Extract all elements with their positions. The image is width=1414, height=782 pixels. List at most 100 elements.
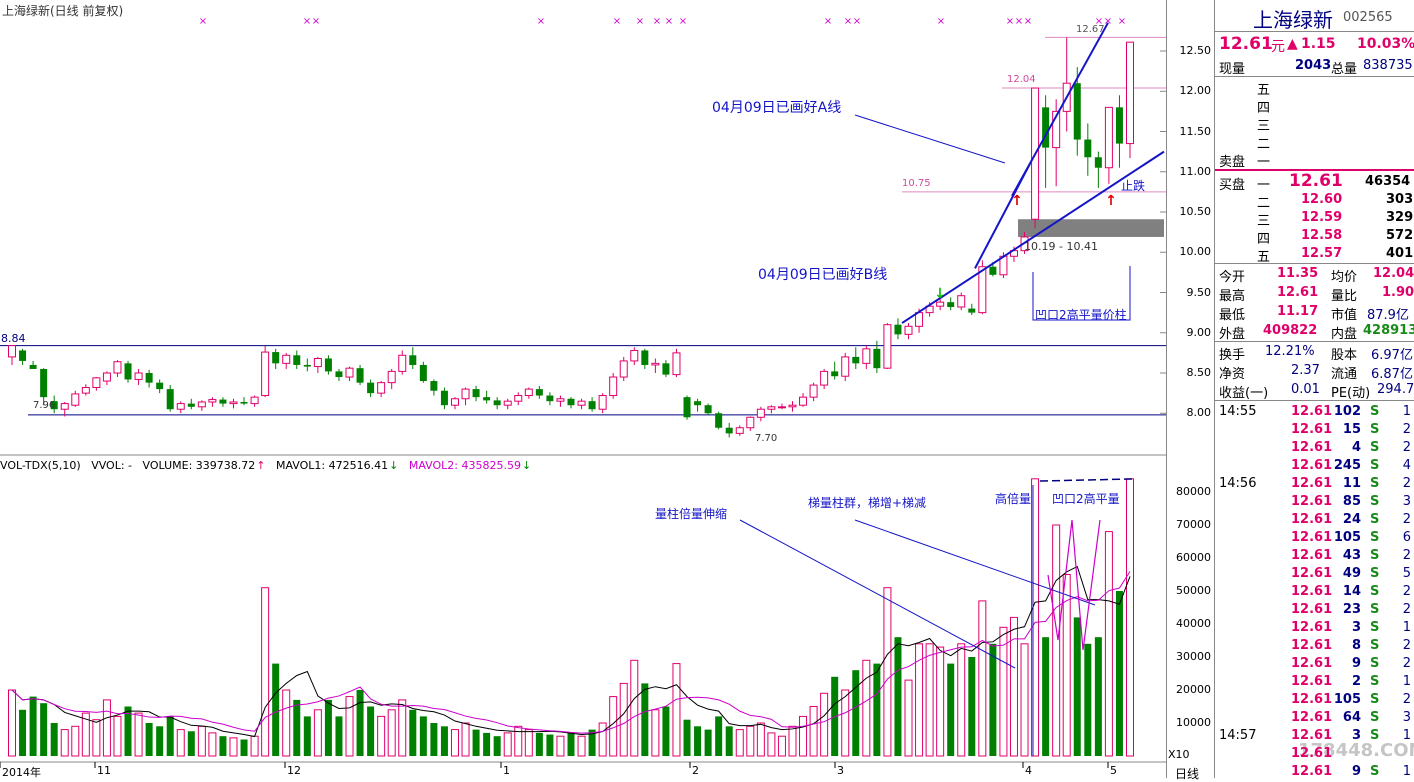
arrow-vol-stretch — [739, 519, 1016, 669]
tick-n: 2 — [1402, 476, 1411, 491]
date-axis-label: 11 — [97, 764, 111, 777]
volume-bar-down — [219, 736, 227, 756]
tick-row[interactable]: 12.61 3 S 1 — [1215, 619, 1414, 637]
tick-price: 12.61 — [1291, 440, 1333, 455]
tick-row[interactable]: 12.61 9 S 1 — [1215, 763, 1414, 781]
stat-key: 今开 — [1219, 270, 1246, 285]
candle-body-up — [820, 370, 829, 386]
tick-side: S — [1370, 458, 1380, 473]
volume-bar-up — [113, 715, 122, 757]
stat-key: 换手 — [1219, 348, 1246, 363]
candle-body-up — [735, 427, 744, 434]
tick-row[interactable]: 12.61 43 S 2 — [1215, 547, 1414, 565]
tick-price: 12.61 — [1291, 602, 1333, 617]
candle-body-down — [40, 368, 48, 398]
volume-axis-label: 40000 — [1176, 617, 1211, 630]
tick-n: 1 — [1402, 404, 1411, 419]
stock-header: 上海绿新 002565 — [1215, 4, 1414, 32]
buy-row-4[interactable]: 四 12.58 572 — [1215, 227, 1414, 247]
trend-line-b — [901, 150, 1165, 324]
tick-row[interactable]: 12.61 8 S 2 — [1215, 637, 1414, 655]
tick-row[interactable]: 12.61 9 S 2 — [1215, 655, 1414, 673]
tick-row[interactable]: 12.61 105 S 6 — [1215, 529, 1414, 547]
tick-row[interactable]: 12.61 24 S 2 — [1215, 511, 1414, 529]
tick-row[interactable]: 12.61 49 S 5 — [1215, 565, 1414, 583]
buy-row-2[interactable]: 二 12.60 303 — [1215, 191, 1414, 211]
period-label[interactable]: 日线 — [1175, 767, 1200, 781]
tick-n: 1 — [1402, 620, 1411, 635]
zongliang-label: 总量 — [1331, 62, 1358, 77]
stat-value: 6.87亿 — [1371, 367, 1413, 382]
volume-bar-down — [335, 716, 343, 756]
tick-row[interactable]: 12.61 15 S 2 — [1215, 421, 1414, 439]
tick-row[interactable]: 12.61 105 S 2 — [1215, 691, 1414, 709]
volume-bar-down — [546, 734, 554, 756]
tick-row[interactable]: 12.61 — [1215, 745, 1414, 763]
tick-side: S — [1370, 728, 1380, 743]
candle-body-up — [799, 396, 808, 406]
buy-row-5[interactable]: 五 12.57 401 — [1215, 245, 1414, 265]
volume-bar-up — [735, 729, 744, 757]
stat-key: 均价 — [1331, 270, 1358, 285]
buy-row-1[interactable]: 买盘 一 12.61 46354 — [1215, 171, 1414, 193]
sell-label: 卖盘 — [1219, 155, 1246, 170]
buy-row-3[interactable]: 三 12.59 329 — [1215, 209, 1414, 229]
kline-chart-svg[interactable]: × × × × × × × × × × × × × × × × × × ×↑ ↑↓ — [0, 0, 1166, 778]
sell-level-2: 二 — [1257, 137, 1271, 152]
volume-bar-down — [356, 690, 364, 756]
stat-key: 外盘 — [1219, 327, 1246, 342]
signal-marker: × — [937, 16, 945, 27]
vol-indicator-name[interactable]: VOL-TDX(5,10) — [0, 459, 81, 472]
volume-bar-up — [92, 719, 101, 757]
volume-bar-up — [925, 643, 934, 757]
stat-value: 1.90 — [1382, 285, 1414, 300]
tick-n: 1 — [1402, 728, 1411, 743]
tick-row[interactable]: 12.61 245 S 4 — [1215, 457, 1414, 475]
volume-bar-down — [1094, 637, 1102, 756]
tick-vol: 4 — [1351, 440, 1361, 455]
stat-key: 内盘 — [1331, 327, 1358, 342]
candle-body-up — [619, 360, 628, 378]
tick-row[interactable]: 12.61 14 S 2 — [1215, 583, 1414, 601]
annotation-b-line: 04月09日已画好B线 — [758, 267, 888, 283]
volume-bar-down — [567, 732, 575, 756]
volume-bar-down — [894, 637, 902, 756]
tick-side: S — [1370, 710, 1380, 725]
tick-row[interactable]: 12.61 85 S 3 — [1215, 493, 1414, 511]
volume-bar-up — [1126, 478, 1134, 757]
tick-side: S — [1370, 422, 1380, 437]
tick-n: 6 — [1402, 530, 1411, 545]
kline-chart-area[interactable]: × × × × × × × × × × × × × × × × × × × ↑ ↑ ↓ 上海绿新(日线 前复权) VOL-… — [0, 0, 1166, 779]
stat-key: 最高 — [1219, 289, 1246, 304]
tick-row[interactable]: 12.61 64 S 3 — [1215, 709, 1414, 727]
candle-body-down — [1042, 107, 1050, 148]
date-axis-label: 2 — [692, 764, 699, 777]
buy-vol: 303 — [1386, 192, 1414, 207]
tick-row[interactable]: 14:55 12.61 102 S 1 — [1215, 403, 1414, 421]
candle-body-down — [430, 381, 438, 391]
tick-price: 12.61 — [1291, 728, 1333, 743]
stat-key: 最低 — [1219, 308, 1246, 323]
candle-body-down — [546, 395, 554, 402]
tick-row[interactable]: 12.61 2 S 1 — [1215, 673, 1414, 691]
tick-row[interactable]: 14:57 12.61 3 S 1 — [1215, 727, 1414, 745]
candle-body-up — [113, 361, 122, 374]
tick-row[interactable]: 12.61 23 S 2 — [1215, 601, 1414, 619]
candle-body-up — [609, 376, 618, 397]
candle-body-up — [1126, 41, 1134, 145]
current-price: 12.61 — [1219, 34, 1273, 54]
candle-body-up — [377, 382, 386, 394]
buy-level-label: 五 — [1257, 250, 1271, 265]
volume-axis-label: 20000 — [1176, 683, 1211, 696]
candle-body-up — [651, 362, 660, 366]
volume-bar-up — [1104, 531, 1113, 757]
volume-bar-up — [957, 643, 966, 757]
tick-row[interactable]: 14:56 12.61 11 S 2 — [1215, 475, 1414, 493]
candle-body-up — [862, 348, 871, 364]
tick-row[interactable]: 12.61 4 S 2 — [1215, 439, 1414, 457]
candle-body-up — [250, 396, 259, 405]
price-row: 12.61 元 ▲ 1.15 10.03% — [1215, 34, 1414, 56]
tick-price: 12.61 — [1291, 548, 1333, 563]
tick-side: S — [1370, 602, 1380, 617]
buy-level-label: 二 — [1257, 196, 1271, 211]
